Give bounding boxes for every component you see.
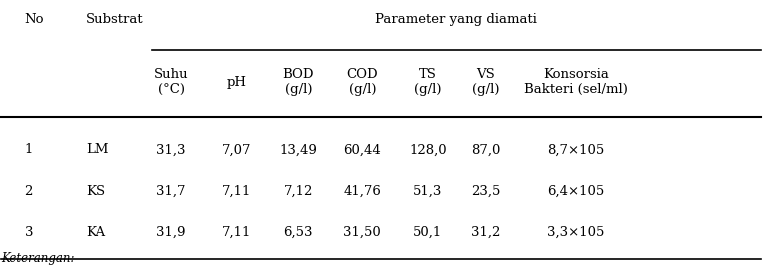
Text: 31,2: 31,2	[471, 226, 501, 239]
Text: 87,0: 87,0	[471, 143, 501, 157]
Text: VS
(g/l): VS (g/l)	[472, 68, 499, 96]
Text: 31,7: 31,7	[156, 185, 186, 198]
Text: COD
(g/l): COD (g/l)	[347, 68, 378, 96]
Text: 2: 2	[25, 185, 33, 198]
Text: 7,12: 7,12	[283, 185, 313, 198]
Text: 128,0: 128,0	[409, 143, 447, 157]
Text: 7,11: 7,11	[222, 185, 252, 198]
Text: 41,76: 41,76	[344, 185, 382, 198]
Text: 60,44: 60,44	[344, 143, 382, 157]
Text: 31,3: 31,3	[156, 143, 186, 157]
Text: KS: KS	[86, 185, 105, 198]
Text: 50,1: 50,1	[413, 226, 443, 239]
Text: 1: 1	[25, 143, 33, 157]
Text: 31,50: 31,50	[344, 226, 382, 239]
Text: 31,9: 31,9	[156, 226, 186, 239]
Text: 8,7×105: 8,7×105	[547, 143, 604, 157]
Text: KA: KA	[86, 226, 105, 239]
Text: 7,07: 7,07	[222, 143, 252, 157]
Text: 7,11: 7,11	[222, 226, 252, 239]
Text: 3,3×105: 3,3×105	[547, 226, 604, 239]
Text: 13,49: 13,49	[279, 143, 317, 157]
Text: pH: pH	[227, 76, 247, 89]
Text: Konsorsia
Bakteri (sel/ml): Konsorsia Bakteri (sel/ml)	[524, 68, 628, 96]
Text: 3: 3	[25, 226, 33, 239]
Text: LM: LM	[86, 143, 108, 157]
Text: 51,3: 51,3	[413, 185, 443, 198]
Text: 6,4×105: 6,4×105	[547, 185, 604, 198]
Text: 23,5: 23,5	[471, 185, 501, 198]
Text: Parameter yang diamati: Parameter yang diamati	[375, 13, 537, 27]
Text: 6,53: 6,53	[283, 226, 313, 239]
Text: No: No	[25, 13, 44, 27]
Text: BOD
(g/l): BOD (g/l)	[283, 68, 314, 96]
Text: Suhu
(°C): Suhu (°C)	[154, 68, 188, 96]
Text: Substrat: Substrat	[86, 13, 144, 27]
Text: TS
(g/l): TS (g/l)	[414, 68, 442, 96]
Text: Keterangan:: Keterangan:	[2, 252, 75, 265]
